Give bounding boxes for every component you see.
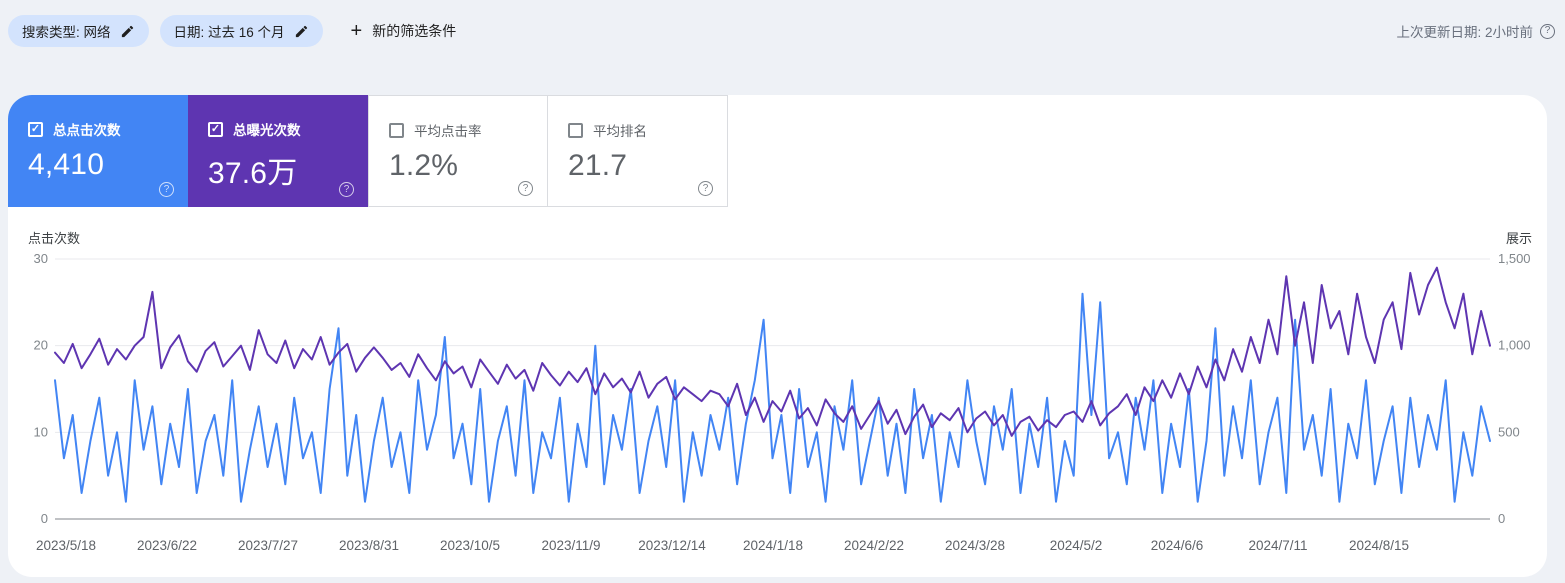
metric-value: 21.7 [568,149,628,182]
performance-chart[interactable]: 0 0 10 500 20 1,000 30 1,500 点击次数 展示 2023/5/18 2023… [8,225,1547,560]
metric-value: 1.2% [389,149,459,182]
help-icon[interactable]: ? [339,182,354,197]
new-filter-label: 新的筛选条件 [372,23,457,39]
metric-label: 平均排名 [593,124,647,139]
svg-text:2024/7/11: 2024/7/11 [1248,538,1307,553]
filter-bar: 搜索类型: 网络 日期: 过去 16 个月 + 新的筛选条件 上次更新日期: 2… [8,14,1555,48]
metrics-row: ✓ 总点击次数 4,410 ? ✓ 总曝光次数 37.6万 ? 平均点击率 1.… [8,95,1547,207]
checkbox-icon[interactable] [389,122,404,138]
checkbox-icon[interactable]: ✓ [28,121,43,137]
svg-text:10: 10 [34,424,48,439]
metric-title: 平均排名 [568,120,727,140]
checkbox-icon[interactable]: ✓ [208,121,223,137]
svg-text:500: 500 [1498,424,1520,439]
last-updated: 上次更新日期: 2小时前 ? [1396,21,1555,41]
edit-icon[interactable] [294,24,309,39]
metric-card-average-position[interactable]: 平均排名 21.7 ? [548,95,728,207]
metric-label: 平均点击率 [414,124,482,139]
metric-card-total-impressions[interactable]: ✓ 总曝光次数 37.6万 ? [188,95,368,207]
svg-text:2023/7/27: 2023/7/27 [238,538,298,553]
svg-text:0: 0 [1498,511,1505,526]
clicks-line [54,292,1491,503]
svg-text:2023/10/5: 2023/10/5 [440,538,500,553]
metric-card-average-ctr[interactable]: 平均点击率 1.2% ? [368,95,548,207]
svg-text:2024/6/6: 2024/6/6 [1151,538,1204,553]
plus-icon: + [350,20,363,42]
help-icon[interactable]: ? [518,181,533,196]
impressions-line [54,266,1491,437]
svg-text:2024/2/22: 2024/2/22 [844,538,904,553]
metric-title: ✓ 总点击次数 [28,119,188,139]
svg-text:2023/8/31: 2023/8/31 [339,538,399,553]
filter-chip-date-range-label: 日期: 过去 16 个月 [173,25,285,40]
svg-text:30: 30 [34,251,48,266]
filter-chip-date-range[interactable]: 日期: 过去 16 个月 [159,15,323,47]
filter-chip-search-type[interactable]: 搜索类型: 网络 [8,15,149,47]
performance-panel: ✓ 总点击次数 4,410 ? ✓ 总曝光次数 37.6万 ? 平均点击率 1.… [8,95,1547,577]
svg-text:20: 20 [34,338,48,353]
svg-text:点击次数: 点击次数 [28,231,80,246]
metric-label: 总曝光次数 [233,123,301,138]
svg-text:0: 0 [41,511,48,526]
edit-icon[interactable] [120,24,135,39]
svg-text:2023/12/14: 2023/12/14 [638,538,706,553]
checkbox-icon[interactable] [568,122,583,138]
new-filter-button[interactable]: + 新的筛选条件 [351,21,457,41]
last-updated-label: 上次更新日期: 2小时前 [1396,25,1533,40]
chart-area: 0 0 10 500 20 1,000 30 1,500 点击次数 展示 2023/5/18 2023… [8,225,1547,560]
svg-text:2023/6/22: 2023/6/22 [137,538,197,553]
metric-value: 37.6万 [208,157,298,190]
filter-chip-search-type-label: 搜索类型: 网络 [22,25,111,40]
metric-label: 总点击次数 [53,123,121,138]
svg-text:2023/11/9: 2023/11/9 [541,538,600,553]
help-icon[interactable]: ? [159,182,174,197]
svg-text:1,500: 1,500 [1498,251,1531,266]
svg-text:2024/3/28: 2024/3/28 [945,538,1005,553]
svg-text:2024/5/2: 2024/5/2 [1050,538,1103,553]
svg-text:2024/8/15: 2024/8/15 [1349,538,1409,553]
svg-text:2024/1/18: 2024/1/18 [743,538,803,553]
metric-value: 4,410 [28,148,105,181]
svg-text:展示: 展示 [1506,231,1532,246]
help-icon[interactable]: ? [698,181,713,196]
metric-title: ✓ 总曝光次数 [208,119,368,139]
svg-text:2023/5/18: 2023/5/18 [36,538,96,553]
metric-title: 平均点击率 [389,120,547,140]
svg-text:1,000: 1,000 [1498,338,1531,353]
metric-card-total-clicks[interactable]: ✓ 总点击次数 4,410 ? [8,95,188,207]
help-icon[interactable]: ? [1540,23,1555,39]
